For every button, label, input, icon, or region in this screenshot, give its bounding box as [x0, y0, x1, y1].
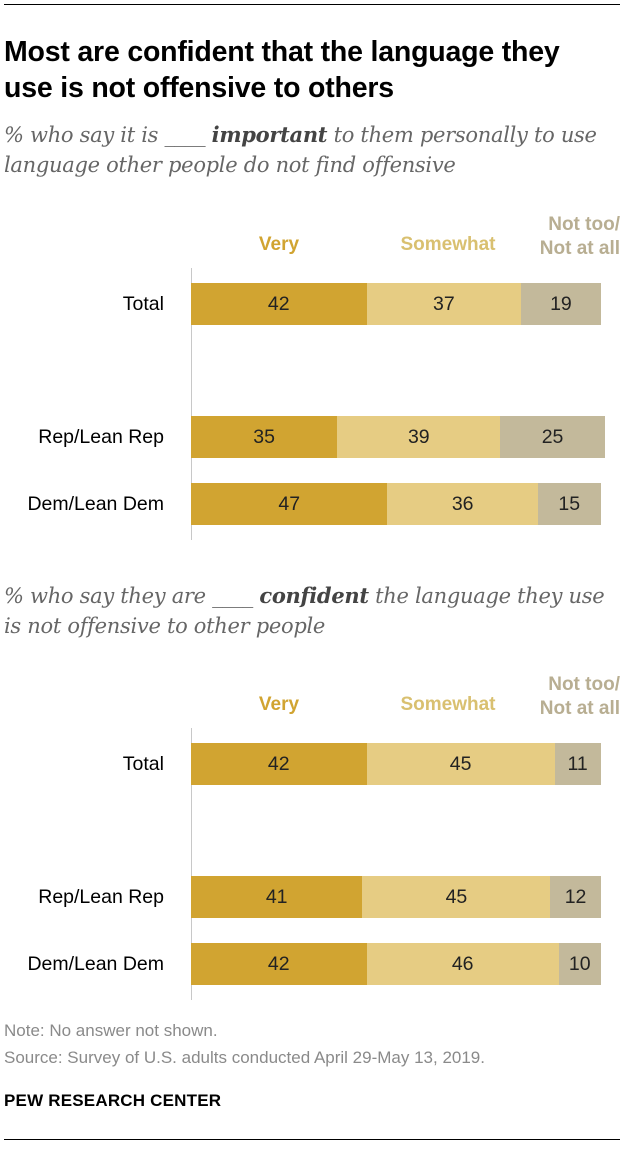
chart-1-bar-1-seg-3: 19	[521, 283, 601, 325]
chart-1-data-label-3-1: 47	[278, 492, 301, 515]
chart-1-data-label-1-1: 42	[267, 292, 290, 315]
chart-1-legend-3: Not too/Not at all	[539, 214, 620, 259]
chart-1-data-label-2-3: 25	[541, 425, 564, 448]
chart-1-row-label-1: Total	[122, 293, 164, 315]
chart-1-bar-1-seg-1: 42	[191, 283, 367, 325]
chart-1-row-label-2: Rep/Lean Rep	[38, 426, 164, 448]
chart-2-data-label-1-3: 11	[567, 752, 588, 775]
chart-2-data-label-2-2: 45	[445, 885, 468, 908]
chart-2-bar-2-seg-3: 12	[550, 876, 601, 918]
chart-1-subtitle: % who say it is ____ important to them p…	[4, 120, 614, 180]
chart-2-bar-2-seg-2: 45	[362, 876, 551, 918]
chart-1-data-label-1-3: 19	[550, 292, 572, 315]
chart-2-subtitle-bold: confident	[259, 583, 369, 608]
chart-1-data-label-1-2: 37	[433, 292, 455, 315]
chart-2-bar-1-seg-1: 42	[191, 743, 367, 785]
chart-1-legend-2: Somewhat	[400, 234, 496, 255]
chart-1-bar-1-seg-2: 37	[366, 283, 522, 325]
chart-2-data-label-1-2: 45	[449, 752, 472, 775]
chart-2-row-label-2: Rep/Lean Rep	[38, 886, 164, 908]
chart-1-axis-line	[191, 268, 192, 540]
chart-2-bar-3-seg-3: 10	[558, 943, 601, 985]
chart-2-bar-1-seg-3: 11	[554, 743, 601, 785]
chart-2-axis-line	[191, 728, 192, 1000]
chart-2-subtitle-pre: % who say they are ____	[4, 584, 260, 608]
chart-1-bar-2-seg-1: 35	[191, 416, 338, 458]
chart-2-legend-3: Not too/Not at all	[539, 674, 620, 719]
chart-2-bar-2-seg-1: 41	[191, 876, 363, 918]
chart-1-bar-2-seg-2: 39	[337, 416, 501, 458]
chart-2-row-label-3: Dem/Lean Dem	[27, 953, 164, 975]
chart-2-data-label-3-1: 42	[267, 952, 290, 975]
chart-1-data-label-3-3: 15	[558, 492, 581, 515]
chart-1-subtitle-bold: important	[211, 122, 328, 147]
chart-2-data-label-1-1: 42	[267, 752, 290, 775]
chart-2-data-label-3-3: 10	[568, 952, 591, 975]
chart-title: Most are confident that the language the…	[4, 36, 560, 104]
bottom-rule	[4, 1139, 620, 1140]
chart-2-bar-1-seg-2: 45	[366, 743, 555, 785]
top-rule	[4, 4, 620, 5]
chart-1-data-label-2-1: 35	[253, 425, 275, 448]
chart-1-bar-2-seg-3: 25	[500, 416, 605, 458]
chart-1-legend-1: Very	[258, 234, 300, 255]
chart-1-subtitle-pre: % who say it is ____	[4, 123, 212, 147]
chart-2-legend-1: Very	[258, 694, 300, 715]
chart-1-bar-3-seg-3: 15	[537, 483, 601, 525]
organization-name: PEW RESEARCH CENTER	[4, 1091, 222, 1110]
chart-2-bar-3-seg-2: 46	[366, 943, 559, 985]
source-text: Source: Survey of U.S. adults conducted …	[4, 1048, 485, 1067]
note-text: Note: No answer not shown.	[4, 1021, 218, 1040]
chart-2-row-label-1: Total	[122, 753, 164, 775]
chart-2-data-label-2-3: 12	[564, 885, 587, 908]
chart-1-bar-3-seg-1: 47	[191, 483, 388, 525]
chart-2-subtitle: % who say they are ____ confident the la…	[4, 581, 614, 641]
chart-2-data-label-3-2: 46	[451, 952, 474, 975]
chart-1-data-label-2-2: 39	[407, 425, 430, 448]
chart-1-subtitle-post: to them personally to use language other…	[4, 123, 597, 177]
chart-1-bar-3-seg-2: 36	[387, 483, 538, 525]
chart-1-row-label-3: Dem/Lean Dem	[27, 493, 164, 515]
chart-2-subtitle-post: the language they use is not offensive t…	[4, 584, 605, 638]
chart-1-data-label-3-2: 36	[451, 492, 474, 515]
chart-2-bar-3-seg-1: 42	[191, 943, 367, 985]
chart-2-legend-2: Somewhat	[400, 694, 496, 715]
chart-2-data-label-2-1: 41	[265, 885, 288, 908]
